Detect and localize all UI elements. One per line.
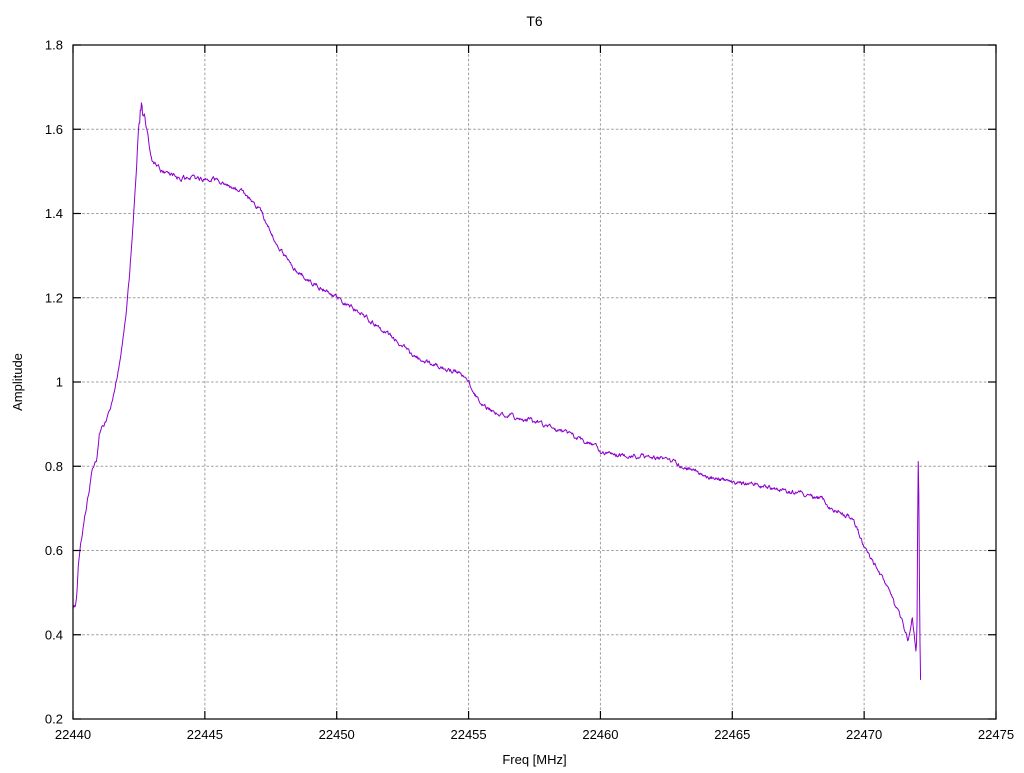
svg-text:Freq [MHz]: Freq [MHz] xyxy=(502,752,566,767)
svg-text:22465: 22465 xyxy=(714,727,750,742)
svg-text:Amplitude: Amplitude xyxy=(10,353,25,411)
svg-text:0.4: 0.4 xyxy=(45,627,63,642)
svg-text:22440: 22440 xyxy=(55,727,91,742)
svg-text:22460: 22460 xyxy=(582,727,618,742)
svg-text:22445: 22445 xyxy=(187,727,223,742)
svg-text:1.6: 1.6 xyxy=(45,122,63,137)
svg-text:1: 1 xyxy=(56,375,63,390)
svg-text:22455: 22455 xyxy=(450,727,486,742)
svg-text:1.8: 1.8 xyxy=(45,38,63,53)
svg-text:0.2: 0.2 xyxy=(45,712,63,727)
svg-text:0.6: 0.6 xyxy=(45,543,63,558)
svg-text:22450: 22450 xyxy=(319,727,355,742)
svg-text:1.4: 1.4 xyxy=(45,206,63,221)
svg-text:22470: 22470 xyxy=(846,727,882,742)
svg-text:1.2: 1.2 xyxy=(45,290,63,305)
svg-text:0.8: 0.8 xyxy=(45,459,63,474)
svg-text:T6: T6 xyxy=(526,13,543,29)
svg-text:22475: 22475 xyxy=(978,727,1014,742)
